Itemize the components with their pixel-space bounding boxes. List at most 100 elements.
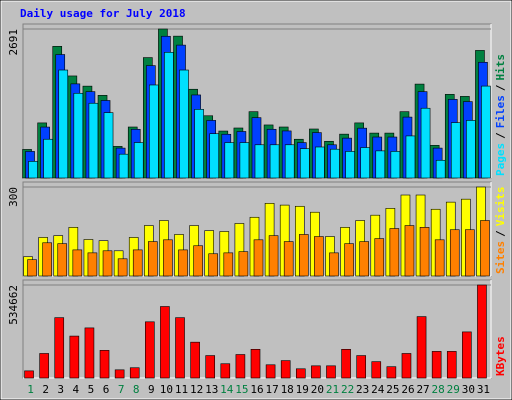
x-tick-label: 25 — [386, 383, 399, 396]
x-tick-label: 13 — [205, 383, 218, 396]
bar — [284, 144, 295, 179]
bar — [341, 348, 351, 379]
bar — [462, 331, 472, 379]
y-tick-label: 300 — [7, 187, 20, 207]
bar — [163, 239, 173, 277]
legend-separator: / — [494, 84, 507, 91]
bar — [220, 363, 231, 379]
bar — [450, 122, 461, 179]
bar — [466, 120, 476, 179]
bar — [356, 355, 366, 379]
legend: KBytes — [494, 336, 507, 376]
x-tick-label: 4 — [73, 383, 80, 396]
bar — [298, 234, 309, 277]
bar — [405, 135, 416, 179]
bar — [250, 348, 261, 379]
bar — [283, 241, 294, 277]
bar — [371, 361, 382, 379]
legend-entry: Sites — [494, 241, 507, 274]
legend-separator: / — [494, 230, 507, 237]
bar — [72, 249, 83, 277]
legend-entry: Pages — [494, 143, 507, 176]
bar — [386, 366, 397, 379]
bar — [175, 317, 185, 379]
x-tick-label: 30 — [462, 383, 475, 396]
bar — [205, 355, 216, 379]
bar — [149, 84, 159, 179]
legend: Pages / Files / Hits — [494, 54, 507, 176]
bar — [375, 150, 386, 179]
bar — [374, 238, 385, 277]
bar — [446, 351, 457, 379]
bar — [434, 239, 445, 277]
bar — [27, 259, 37, 277]
x-tick-label: 20 — [311, 383, 324, 396]
bar — [129, 367, 140, 379]
bar — [431, 351, 442, 379]
bar — [132, 249, 143, 277]
bar — [42, 242, 52, 277]
bar — [87, 252, 98, 277]
bar — [314, 236, 324, 277]
bar — [235, 354, 246, 379]
x-tick-label: 18 — [281, 383, 294, 396]
bar — [99, 350, 110, 379]
legend-entry: Files — [494, 95, 507, 128]
bar — [449, 229, 460, 277]
bar — [69, 335, 80, 379]
x-tick-label: 23 — [356, 383, 369, 396]
x-tick-label: 24 — [371, 383, 385, 396]
x-tick-label: 6 — [103, 383, 110, 396]
bar — [224, 142, 235, 179]
y-tick-label: 534662 — [7, 285, 20, 325]
bar — [295, 368, 306, 379]
bar — [39, 353, 49, 379]
bar — [84, 327, 95, 379]
legend-separator: / — [494, 132, 507, 139]
bar — [118, 153, 129, 179]
bar — [480, 220, 490, 277]
x-tick-label: 29 — [447, 383, 460, 396]
bar — [160, 306, 170, 379]
x-tick-label: 9 — [148, 383, 155, 396]
bar — [419, 227, 430, 277]
y-tick-label: 2691 — [7, 29, 20, 56]
bar — [465, 229, 475, 277]
bar — [253, 239, 264, 277]
bar — [390, 151, 401, 179]
bar — [404, 225, 415, 277]
bar — [330, 148, 340, 179]
bar — [359, 241, 369, 277]
bar — [401, 353, 412, 379]
bar — [254, 144, 265, 179]
bar — [114, 369, 125, 379]
bar — [73, 92, 84, 179]
bar — [103, 112, 114, 179]
bar — [190, 341, 200, 379]
bar — [179, 69, 189, 179]
x-tick-label: 26 — [401, 383, 414, 396]
bar — [311, 365, 321, 379]
bar — [238, 251, 249, 277]
bar — [133, 142, 144, 179]
bar — [117, 258, 128, 277]
bar — [326, 365, 336, 379]
legend: Sites / Visits — [494, 187, 507, 275]
bar — [389, 228, 400, 277]
bar — [194, 109, 204, 179]
bar — [54, 317, 65, 379]
x-tick-label: 11 — [175, 383, 188, 396]
x-tick-label: 12 — [190, 383, 203, 396]
bar — [477, 284, 487, 379]
bar — [178, 249, 188, 277]
x-tick-label: 2 — [42, 383, 49, 396]
bar — [268, 235, 279, 277]
x-tick-label: 22 — [341, 383, 354, 396]
legend-entry: KBytes — [494, 336, 507, 376]
bar — [280, 360, 291, 379]
bar — [102, 250, 113, 277]
bar — [148, 241, 158, 277]
bar — [435, 159, 446, 179]
